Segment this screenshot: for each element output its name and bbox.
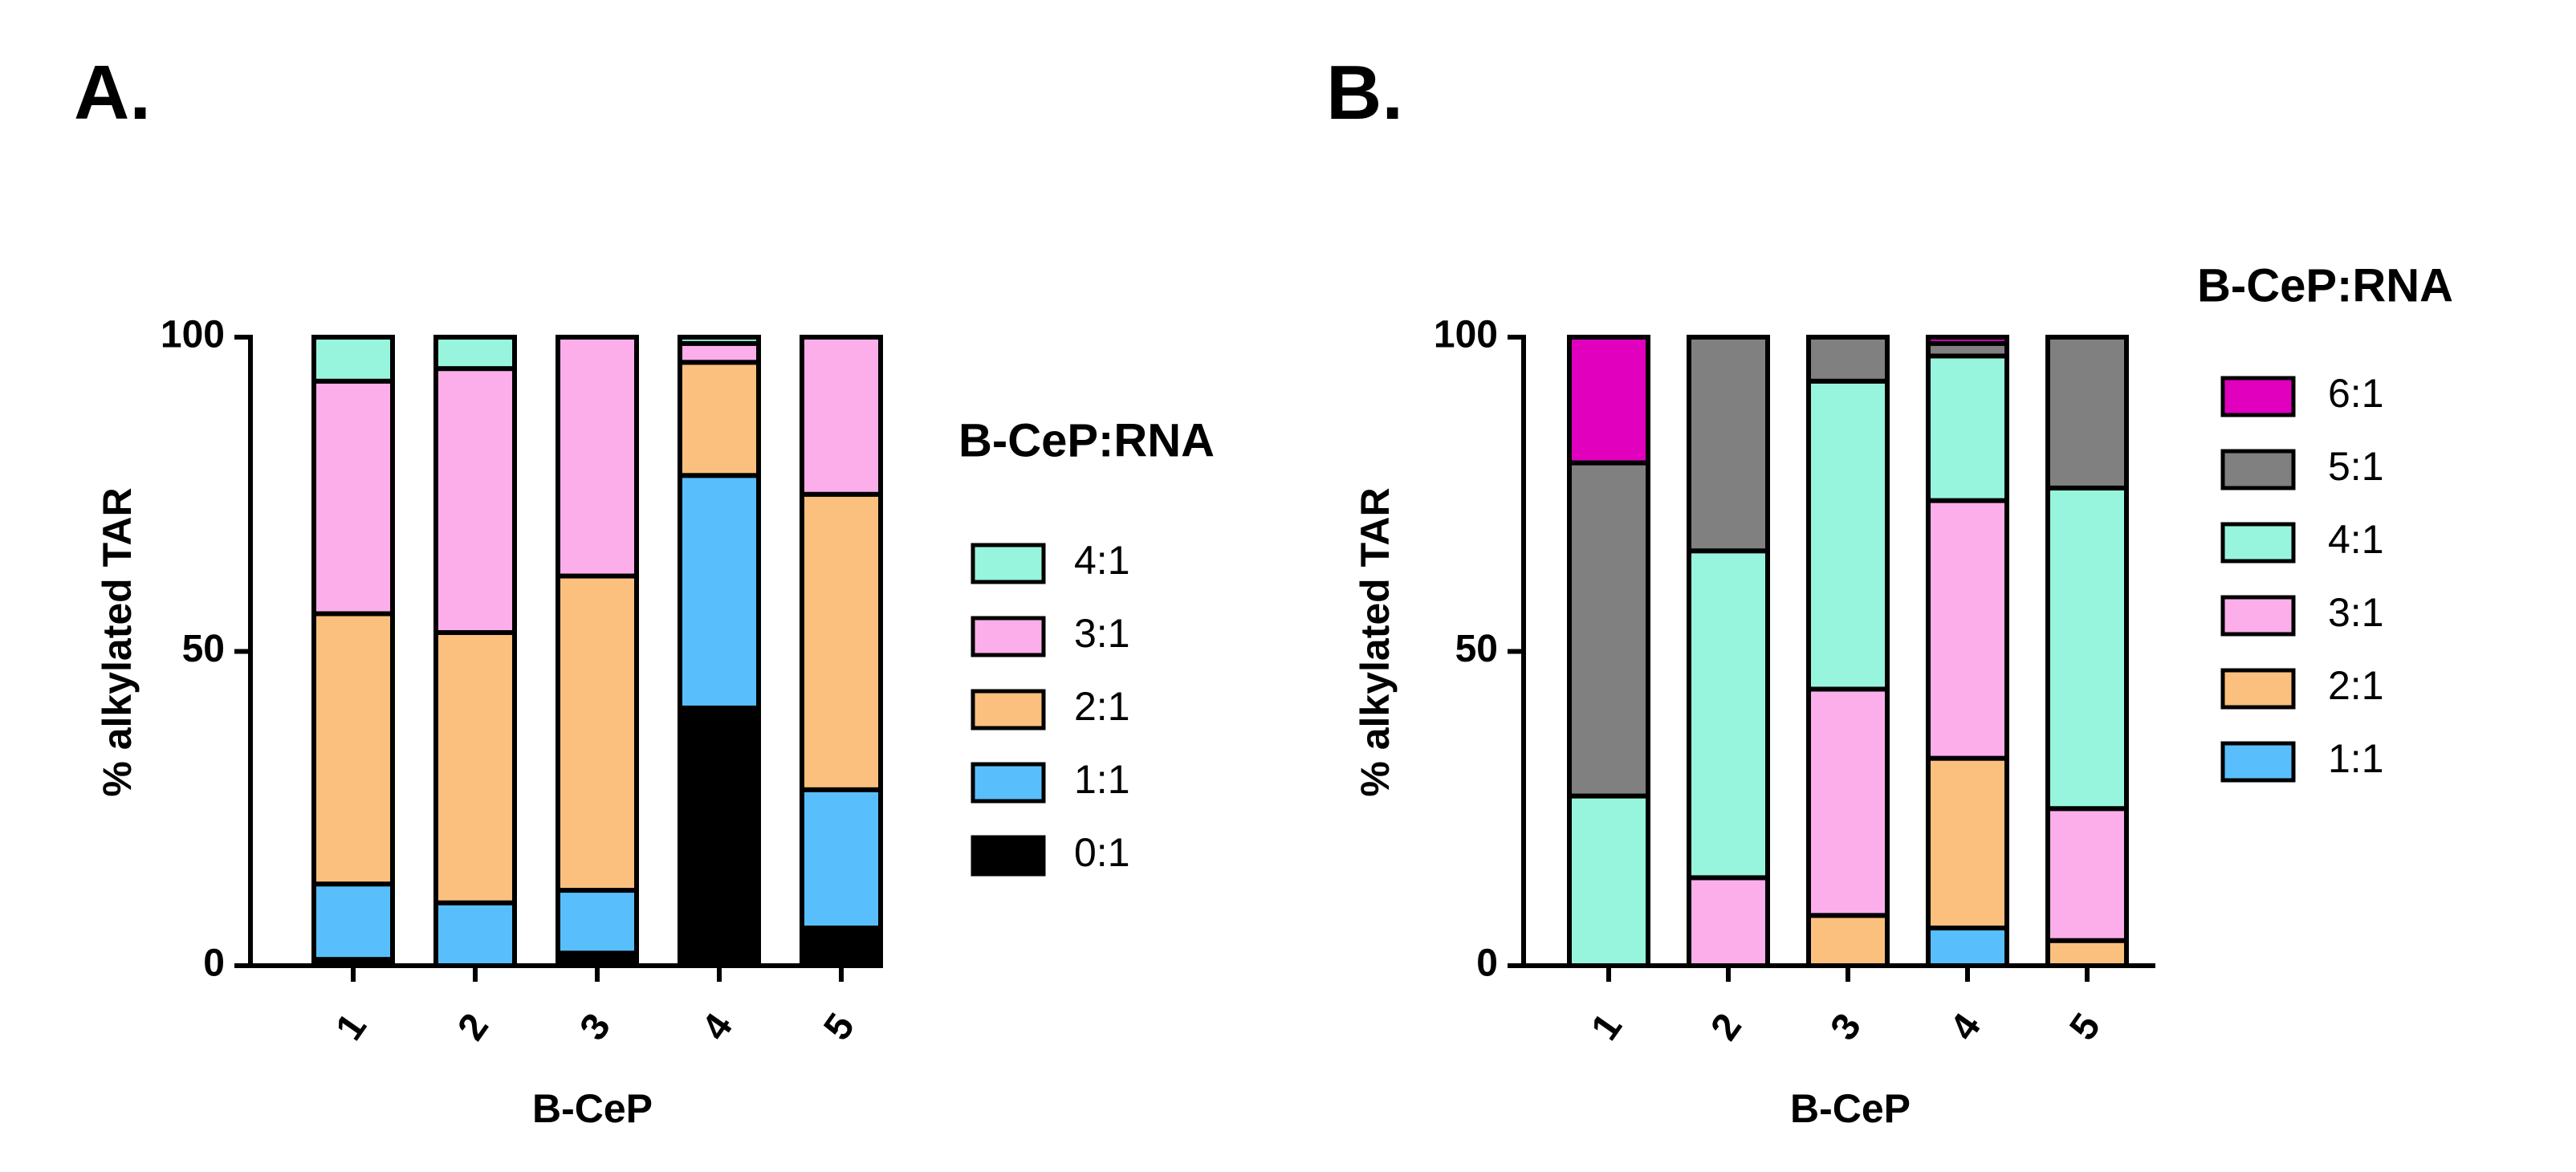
chart-a-legend-swatch-4-1 [971, 543, 1046, 584]
chart-a-y-tick-label: 0 [203, 942, 225, 985]
chart-a-legend-title: B-CeP:RNA [958, 414, 1215, 466]
chart-b-legend-swatch-2-1 [2220, 668, 2296, 710]
chart-b-bar-segment-3-1-cat-3 [1806, 686, 1890, 918]
chart-b-y-axis-title: % alkylated TAR [1353, 487, 1398, 796]
chart-b-bar-segment-2-1-cat-4 [1926, 755, 2009, 931]
chart-b-bar-segment-4-1-cat-5 [2045, 485, 2129, 812]
chart-a-legend-swatch-0-1 [971, 835, 1046, 877]
chart-b-legend-label-5-1: 5:1 [2328, 444, 2384, 489]
chart-a-bar-segment-3-1-cat-2 [433, 366, 517, 636]
chart-b-bar-segment-4-1-cat-2 [1687, 548, 1770, 881]
chart-b-bar-segment-5-1-cat-3 [1806, 335, 1890, 384]
chart-b-bar-segment-3-1-cat-4 [1926, 498, 2009, 761]
chart-a-bar-segment-2-1-cat-4 [678, 360, 761, 478]
chart-b-bar-segment-4-1-cat-1 [1567, 793, 1650, 969]
chart-b-bar-segment-5-1-cat-5 [2045, 335, 2129, 490]
chart-b-x-tick-label: 4 [1942, 1006, 1989, 1048]
chart-a-bar-segment-2-1-cat-2 [433, 630, 517, 905]
chart-a-y-tick-label: 100 [161, 314, 225, 356]
chart-b-bar-segment-5-1-cat-1 [1567, 460, 1650, 799]
chart-b-bar-segment-3-1-cat-5 [2045, 806, 2129, 943]
chart-a-legend-swatch-1-1 [971, 762, 1046, 804]
chart-b-y-tick-label: 0 [1476, 942, 1498, 985]
chart-b-x-tick-label: 5 [2061, 1006, 2109, 1048]
chart-b-legend-swatch-3-1 [2220, 595, 2296, 637]
chart-a-legend-label-1-1: 1:1 [1074, 757, 1130, 802]
panel-label-a: A. [74, 50, 151, 136]
chart-b-y-tick-label: 50 [1455, 628, 1498, 670]
chart-b-bar-segment-2-1-cat-3 [1806, 913, 1890, 968]
chart-b-bar-segment-2-1-cat-5 [2045, 938, 2129, 969]
chart-b-x-tick-label: 1 [1583, 1006, 1630, 1048]
chart-b-y-tick-label: 100 [1434, 314, 1498, 356]
chart-b-legend-label-3-1: 3:1 [2328, 590, 2384, 635]
chart-b-legend-swatch-5-1 [2220, 449, 2296, 490]
chart-a-legend-label-3-1: 3:1 [1074, 611, 1130, 656]
chart-a-bar-segment-3-1-cat-5 [800, 335, 883, 497]
chart-a-y-axis-title: % alkylated TAR [95, 487, 140, 796]
chart-b-bar-segment-6-1-cat-4 [1926, 335, 2009, 346]
chart-b-legend-label-2-1: 2:1 [2328, 663, 2384, 708]
chart-a-bar-segment-1-1-cat-1 [311, 881, 395, 962]
panel-label-b: B. [1326, 50, 1403, 136]
chart-b-x-tick-label: 3 [1822, 1006, 1870, 1048]
chart-a-bar-segment-1-1-cat-5 [800, 787, 883, 931]
chart-a-legend-swatch-2-1 [971, 689, 1046, 730]
chart-b-legend-label-4-1: 4:1 [2328, 517, 2384, 562]
chart-b-bar-segment-6-1-cat-1 [1567, 335, 1650, 466]
chart-b-legend-swatch-6-1 [2220, 376, 2296, 417]
chart-b-bar-segment-1-1-cat-4 [1926, 926, 2009, 969]
chart-a-bar-segment-4-1-cat-4 [678, 335, 761, 346]
chart-a-bar-segment-4-1-cat-2 [433, 335, 517, 372]
chart-b-legend-label-6-1: 6:1 [2328, 371, 2384, 416]
chart-b-legend-swatch-1-1 [2220, 741, 2296, 783]
chart-b-x-axis-title: B-CeP [1790, 1086, 1911, 1131]
chart-b-legend-swatch-4-1 [2220, 522, 2296, 564]
chart-b-bar-segment-3-1-cat-2 [1687, 875, 1770, 969]
chart-a-bar-segment-3-1-cat-3 [555, 335, 639, 579]
chart-b-x-tick-label: 2 [1703, 1006, 1750, 1048]
chart-a-y-tick-label: 50 [182, 628, 225, 670]
chart-a-legend-label-0-1: 0:1 [1074, 830, 1130, 875]
chart-a-legend-swatch-3-1 [971, 616, 1046, 657]
chart-a-bar-segment-2-1-cat-3 [555, 573, 639, 893]
chart-a-bar-segment-1-1-cat-4 [678, 473, 761, 710]
chart-b-legend-title: B-CeP:RNA [2197, 259, 2453, 311]
chart-b-bar-segment-4-1-cat-4 [1926, 353, 2009, 503]
chart-b-legend-label-1-1: 1:1 [2328, 736, 2384, 781]
chart-a-legend-label-4-1: 4:1 [1074, 538, 1130, 583]
chart-b-bar-segment-5-1-cat-2 [1687, 335, 1770, 554]
chart-b-bar-segment-4-1-cat-3 [1806, 378, 1890, 692]
chart-a-bar-segment-4-1-cat-1 [311, 335, 395, 384]
chart-a-bar-segment-2-1-cat-1 [311, 611, 395, 887]
chart-a-legend-label-2-1: 2:1 [1074, 684, 1130, 729]
chart-a-x-axis-title: B-CeP [532, 1086, 653, 1131]
chart-a-bar-segment-1-1-cat-3 [555, 888, 639, 956]
chart-a-bar-segment-1-1-cat-2 [433, 900, 517, 968]
